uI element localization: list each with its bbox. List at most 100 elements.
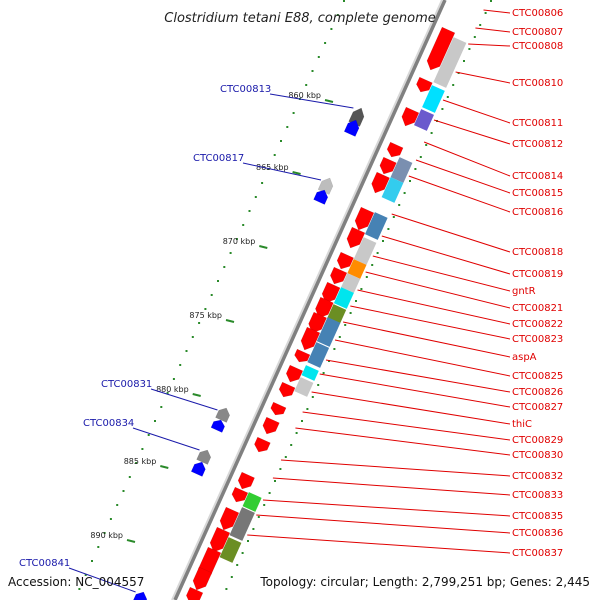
gene-label-left: CTC00831 <box>101 379 152 390</box>
guide-dot <box>382 240 384 242</box>
gene-leader-line <box>442 99 511 124</box>
guide-dot <box>135 462 138 464</box>
gene-label-right: CTC00815 <box>512 188 563 199</box>
guide-dot <box>343 0 345 2</box>
gene-leader-line <box>381 235 511 275</box>
guide-dot <box>261 182 264 184</box>
gene-label-right: CTC00827 <box>512 402 563 413</box>
backbone-outer-line <box>171 0 443 600</box>
guide-dot <box>247 540 249 542</box>
guide-dot <box>463 60 465 62</box>
kbp-tick-mark <box>324 99 334 103</box>
guide-dot <box>141 448 144 450</box>
gene-leader-line <box>357 289 511 325</box>
kbp-tick-label: 885 kbp <box>124 457 157 466</box>
guide-dot <box>403 192 406 194</box>
guide-dot <box>322 372 325 374</box>
guide-dot <box>210 294 213 296</box>
gene-label-left: CTC00813 <box>220 84 271 95</box>
gene-label-right: gntR <box>512 286 536 297</box>
gene-leader-line <box>150 388 218 411</box>
guide-dot <box>229 252 232 254</box>
guide-dot <box>338 336 341 338</box>
guide-dot <box>365 276 368 278</box>
guide-dot <box>236 564 239 566</box>
guide-dot <box>286 126 289 128</box>
gene-label-left: CTC00841 <box>19 558 70 569</box>
gene-leader-line <box>247 534 511 554</box>
kbp-tick-mark <box>292 171 301 175</box>
gene-block <box>433 37 467 88</box>
gene-leader-line <box>408 175 511 213</box>
gene-label-left: CTC00817 <box>193 153 244 164</box>
backbone-line <box>173 0 447 600</box>
gene-label-right: CTC00814 <box>512 171 563 182</box>
forward-gene-arrow <box>254 436 271 453</box>
guide-dot <box>147 434 150 436</box>
guide-dot <box>84 574 87 576</box>
gene-leader-line <box>433 119 511 145</box>
gene-label-right: CTC00811 <box>512 118 563 129</box>
forward-gene-arrow <box>330 266 348 285</box>
gene-block <box>242 492 262 512</box>
guide-dot <box>290 444 293 446</box>
kbp-tick-mark <box>160 465 169 469</box>
guide-dot <box>103 532 106 534</box>
guide-dot <box>355 300 357 302</box>
guide-dot <box>387 228 390 230</box>
gene-leader-line <box>295 427 511 456</box>
gene-block <box>414 109 434 131</box>
forward-gene-arrow <box>278 381 296 398</box>
forward-gene-arrow <box>379 156 397 175</box>
guide-dot <box>446 96 449 98</box>
guide-dot <box>97 546 100 548</box>
forward-gene-arrow <box>354 206 375 231</box>
gene-block <box>294 377 314 397</box>
gene-block <box>229 507 255 541</box>
forward-gene-arrow <box>315 296 334 319</box>
guide-dot <box>116 504 119 506</box>
reverse-gene-arrow <box>343 119 360 137</box>
forward-gene-arrow <box>401 106 420 127</box>
guide-dot <box>284 456 287 458</box>
forward-gene-arrow <box>346 226 366 249</box>
guide-dot <box>419 156 422 158</box>
forward-gene-arrow <box>209 526 231 553</box>
forward-gene-arrow <box>186 586 204 600</box>
guide-dot <box>274 480 276 482</box>
guide-dot <box>273 154 276 156</box>
guide-dot <box>371 264 374 266</box>
gene-label-right: CTC00823 <box>512 334 563 345</box>
gene-label-left: CTC00834 <box>83 418 134 429</box>
gene-label-right: CTC00818 <box>512 247 563 258</box>
gene-label-right: thiC <box>512 419 532 430</box>
guide-dot <box>179 364 182 366</box>
guide-dot <box>324 42 327 44</box>
left-gene-labels: CTC00813 CTC00817 CTC00831 CTC00834 CTC00841 <box>19 84 354 593</box>
gene-leader-line <box>242 162 322 181</box>
gene-block <box>390 157 413 183</box>
reverse-gene-arrow <box>190 461 206 477</box>
gene-label-right: CTC00826 <box>512 387 563 398</box>
gene-leader-line <box>483 9 511 14</box>
gene-label-right: CTC00810 <box>512 78 563 89</box>
kbp-tick-mark <box>126 539 136 543</box>
guide-dot <box>311 396 314 398</box>
gene-label-right: CTC00821 <box>512 303 563 314</box>
guide-dot <box>280 140 282 142</box>
gene-leader-line <box>334 339 511 377</box>
gene-label-right: CTC00836 <box>512 528 563 539</box>
kbp-tick-mark <box>225 319 235 323</box>
gene-label-right: CTC00807 <box>512 27 563 38</box>
guide-dot <box>305 84 308 86</box>
kbp-tick-mark <box>192 393 201 397</box>
reverse-gene-arrow <box>133 591 148 600</box>
guide-dot <box>235 238 238 240</box>
guide-dot <box>254 196 257 198</box>
guide-dot <box>317 56 320 58</box>
gene-leader-line <box>350 305 511 340</box>
gene-label-right: CTC00835 <box>512 511 563 522</box>
guide-dot <box>409 180 411 182</box>
gene-block <box>196 449 212 465</box>
gene-block <box>219 537 242 563</box>
